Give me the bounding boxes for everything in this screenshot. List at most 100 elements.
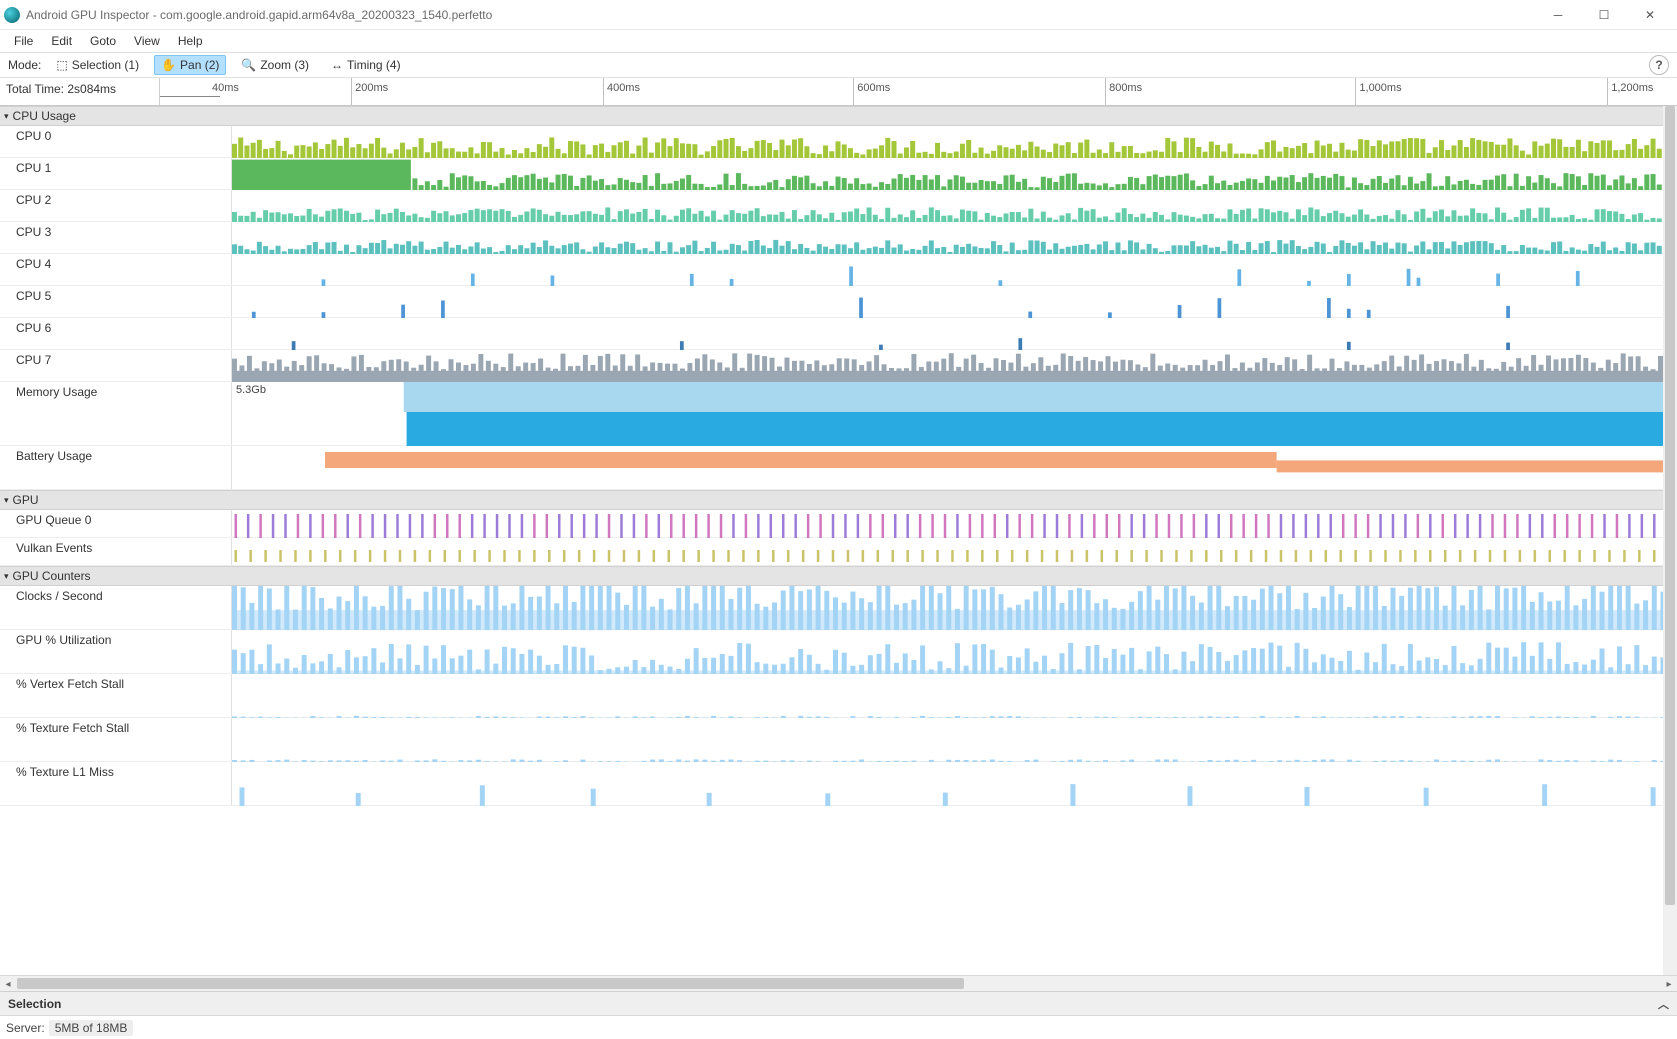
ruler-start-bar <box>160 96 220 97</box>
mode-timing-button[interactable]: ↔ Timing (4) <box>324 55 408 75</box>
group-header-cpu-usage[interactable]: ▾CPU Usage <box>0 106 1663 126</box>
mode-selection-button[interactable]: ⬚ Selection (1) <box>49 55 146 75</box>
track-row-cpu-4[interactable]: CPU 4 <box>0 254 1663 286</box>
track-label: CPU 0 <box>0 126 232 157</box>
track-chart[interactable] <box>232 158 1663 189</box>
track-chart[interactable] <box>232 254 1663 285</box>
menu-goto[interactable]: Goto <box>82 32 124 50</box>
track-row-cpu-7[interactable]: CPU 7 <box>0 350 1663 382</box>
ruler-tick: 1,200ms <box>1607 78 1653 105</box>
chevron-up-icon[interactable]: ︿ <box>1658 996 1669 1012</box>
menu-view[interactable]: View <box>126 32 168 50</box>
track-row-cpu-2[interactable]: CPU 2 <box>0 190 1663 222</box>
track-chart[interactable] <box>232 222 1663 253</box>
track-chart[interactable] <box>232 586 1663 629</box>
track-row-gpuctr-3[interactable]: % Texture Fetch Stall <box>0 718 1663 762</box>
track-row-cpu-3[interactable]: CPU 3 <box>0 222 1663 254</box>
menu-help[interactable]: Help <box>170 32 211 50</box>
menu-file[interactable]: File <box>6 32 41 50</box>
mode-toolbar: Mode: ⬚ Selection (1) ✋ Pan (2) 🔍 Zoom (… <box>0 52 1677 78</box>
track-row-cpu-6[interactable]: CPU 6 <box>0 318 1663 350</box>
tracks-container: ▾CPU UsageCPU 0CPU 1CPU 2CPU 3CPU 4CPU 5… <box>0 106 1663 806</box>
chevron-down-icon: ▾ <box>4 571 9 582</box>
group-title: GPU Counters <box>13 569 91 583</box>
track-row-gpuctr-0[interactable]: Clocks / Second <box>0 586 1663 630</box>
track-chart[interactable] <box>232 126 1663 157</box>
track-chart[interactable] <box>232 538 1663 565</box>
track-label: % Vertex Fetch Stall <box>0 674 232 717</box>
track-label: Vulkan Events <box>0 538 232 565</box>
track-chart[interactable] <box>232 286 1663 317</box>
track-row-gpuctr-2[interactable]: % Vertex Fetch Stall <box>0 674 1663 718</box>
hscroll-left-arrow[interactable]: ◂ <box>0 976 16 992</box>
track-chart[interactable] <box>232 350 1663 381</box>
track-chart[interactable] <box>232 190 1663 221</box>
track-label: GPU % Utilization <box>0 630 232 673</box>
mode-pan-label: Pan (2) <box>180 58 219 72</box>
track-chart[interactable] <box>232 718 1663 761</box>
track-row-battery[interactable]: Battery Usage <box>0 446 1663 490</box>
window-controls: ─ ☐ ✕ <box>1535 0 1673 30</box>
track-label: CPU 6 <box>0 318 232 349</box>
mode-pan-button[interactable]: ✋ Pan (2) <box>154 55 226 75</box>
track-row-gpu-1[interactable]: Vulkan Events <box>0 538 1663 566</box>
mode-zoom-button[interactable]: 🔍 Zoom (3) <box>234 55 316 75</box>
ruler-tick: 800ms <box>1105 78 1142 105</box>
close-button[interactable]: ✕ <box>1627 0 1673 30</box>
ruler-start-label: 40ms <box>212 82 239 94</box>
track-label: Memory Usage <box>0 382 232 445</box>
mode-selection-label: Selection (1) <box>72 58 139 72</box>
group-header-gpu-counters[interactable]: ▾ GPU Counters <box>0 566 1663 586</box>
track-label: CPU 4 <box>0 254 232 285</box>
maximize-button[interactable]: ☐ <box>1581 0 1627 30</box>
ruler-tick: 400ms <box>603 78 640 105</box>
track-row-cpu-5[interactable]: CPU 5 <box>0 286 1663 318</box>
mode-timing-label: Timing (4) <box>347 58 401 72</box>
app-icon <box>4 7 20 23</box>
memory-value-label: 5.3Gb <box>236 384 266 396</box>
track-label: CPU 3 <box>0 222 232 253</box>
help-button[interactable]: ? <box>1649 55 1669 75</box>
track-row-cpu-1[interactable]: CPU 1 <box>0 158 1663 190</box>
track-label: CPU 7 <box>0 350 232 381</box>
server-label: Server: <box>6 1021 45 1035</box>
selection-panel-header[interactable]: Selection ︿ <box>0 991 1677 1015</box>
group-title: GPU <box>13 493 39 507</box>
ruler[interactable]: 40ms 200ms 400ms 600ms 800ms 1,000ms 1,200ms <box>160 78 1677 105</box>
track-chart[interactable] <box>232 510 1663 537</box>
track-chart[interactable] <box>232 446 1663 489</box>
ruler-tick: 200ms <box>351 78 388 105</box>
ruler-tick: 1,000ms <box>1355 78 1401 105</box>
mode-label: Mode: <box>8 58 41 72</box>
track-label: % Texture L1 Miss <box>0 762 232 805</box>
track-label: Battery Usage <box>0 446 232 489</box>
track-row-gpuctr-1[interactable]: GPU % Utilization <box>0 630 1663 674</box>
track-row-gpu-0[interactable]: GPU Queue 0 <box>0 510 1663 538</box>
zoom-icon: 🔍 <box>241 58 256 72</box>
ruler-tick: 600ms <box>853 78 890 105</box>
track-chart[interactable] <box>232 318 1663 349</box>
track-chart[interactable] <box>232 630 1663 673</box>
vertical-scrollbar[interactable] <box>1663 106 1677 975</box>
tracks-viewport[interactable]: ▾CPU UsageCPU 0CPU 1CPU 2CPU 3CPU 4CPU 5… <box>0 106 1677 975</box>
titlebar: Android GPU Inspector - com.google.andro… <box>0 0 1677 30</box>
statusbar: Server: 5MB of 18MB <box>0 1015 1677 1039</box>
time-ruler[interactable]: Total Time: 2s084ms 40ms 200ms 400ms 600ms… <box>0 78 1677 106</box>
track-label: Clocks / Second <box>0 586 232 629</box>
group-header-gpu[interactable]: ▾GPU <box>0 490 1663 510</box>
track-chart[interactable] <box>232 674 1663 717</box>
timing-icon: ↔ <box>331 58 343 72</box>
track-chart[interactable]: 5.3Gb <box>232 382 1663 445</box>
minimize-button[interactable]: ─ <box>1535 0 1581 30</box>
hscroll-right-arrow[interactable]: ▸ <box>1661 976 1677 992</box>
track-row-gpuctr-4[interactable]: % Texture L1 Miss <box>0 762 1663 806</box>
track-chart[interactable] <box>232 762 1663 805</box>
horizontal-scroll-thumb[interactable] <box>17 978 965 989</box>
vertical-scroll-thumb[interactable] <box>1665 106 1675 905</box>
track-row-memory[interactable]: Memory Usage 5.3Gb <box>0 382 1663 446</box>
total-time-label: Total Time: 2s084ms <box>0 78 160 105</box>
track-label: CPU 5 <box>0 286 232 317</box>
menu-edit[interactable]: Edit <box>43 32 80 50</box>
track-row-cpu-0[interactable]: CPU 0 <box>0 126 1663 158</box>
horizontal-scrollbar[interactable]: ◂ ▸ <box>0 975 1677 991</box>
